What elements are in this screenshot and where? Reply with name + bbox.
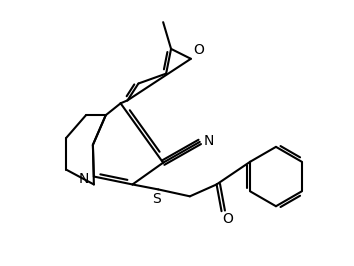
Text: S: S (152, 192, 161, 206)
Text: N: N (79, 172, 89, 185)
Text: O: O (223, 212, 233, 226)
Text: O: O (193, 43, 204, 57)
Text: N: N (204, 134, 214, 148)
